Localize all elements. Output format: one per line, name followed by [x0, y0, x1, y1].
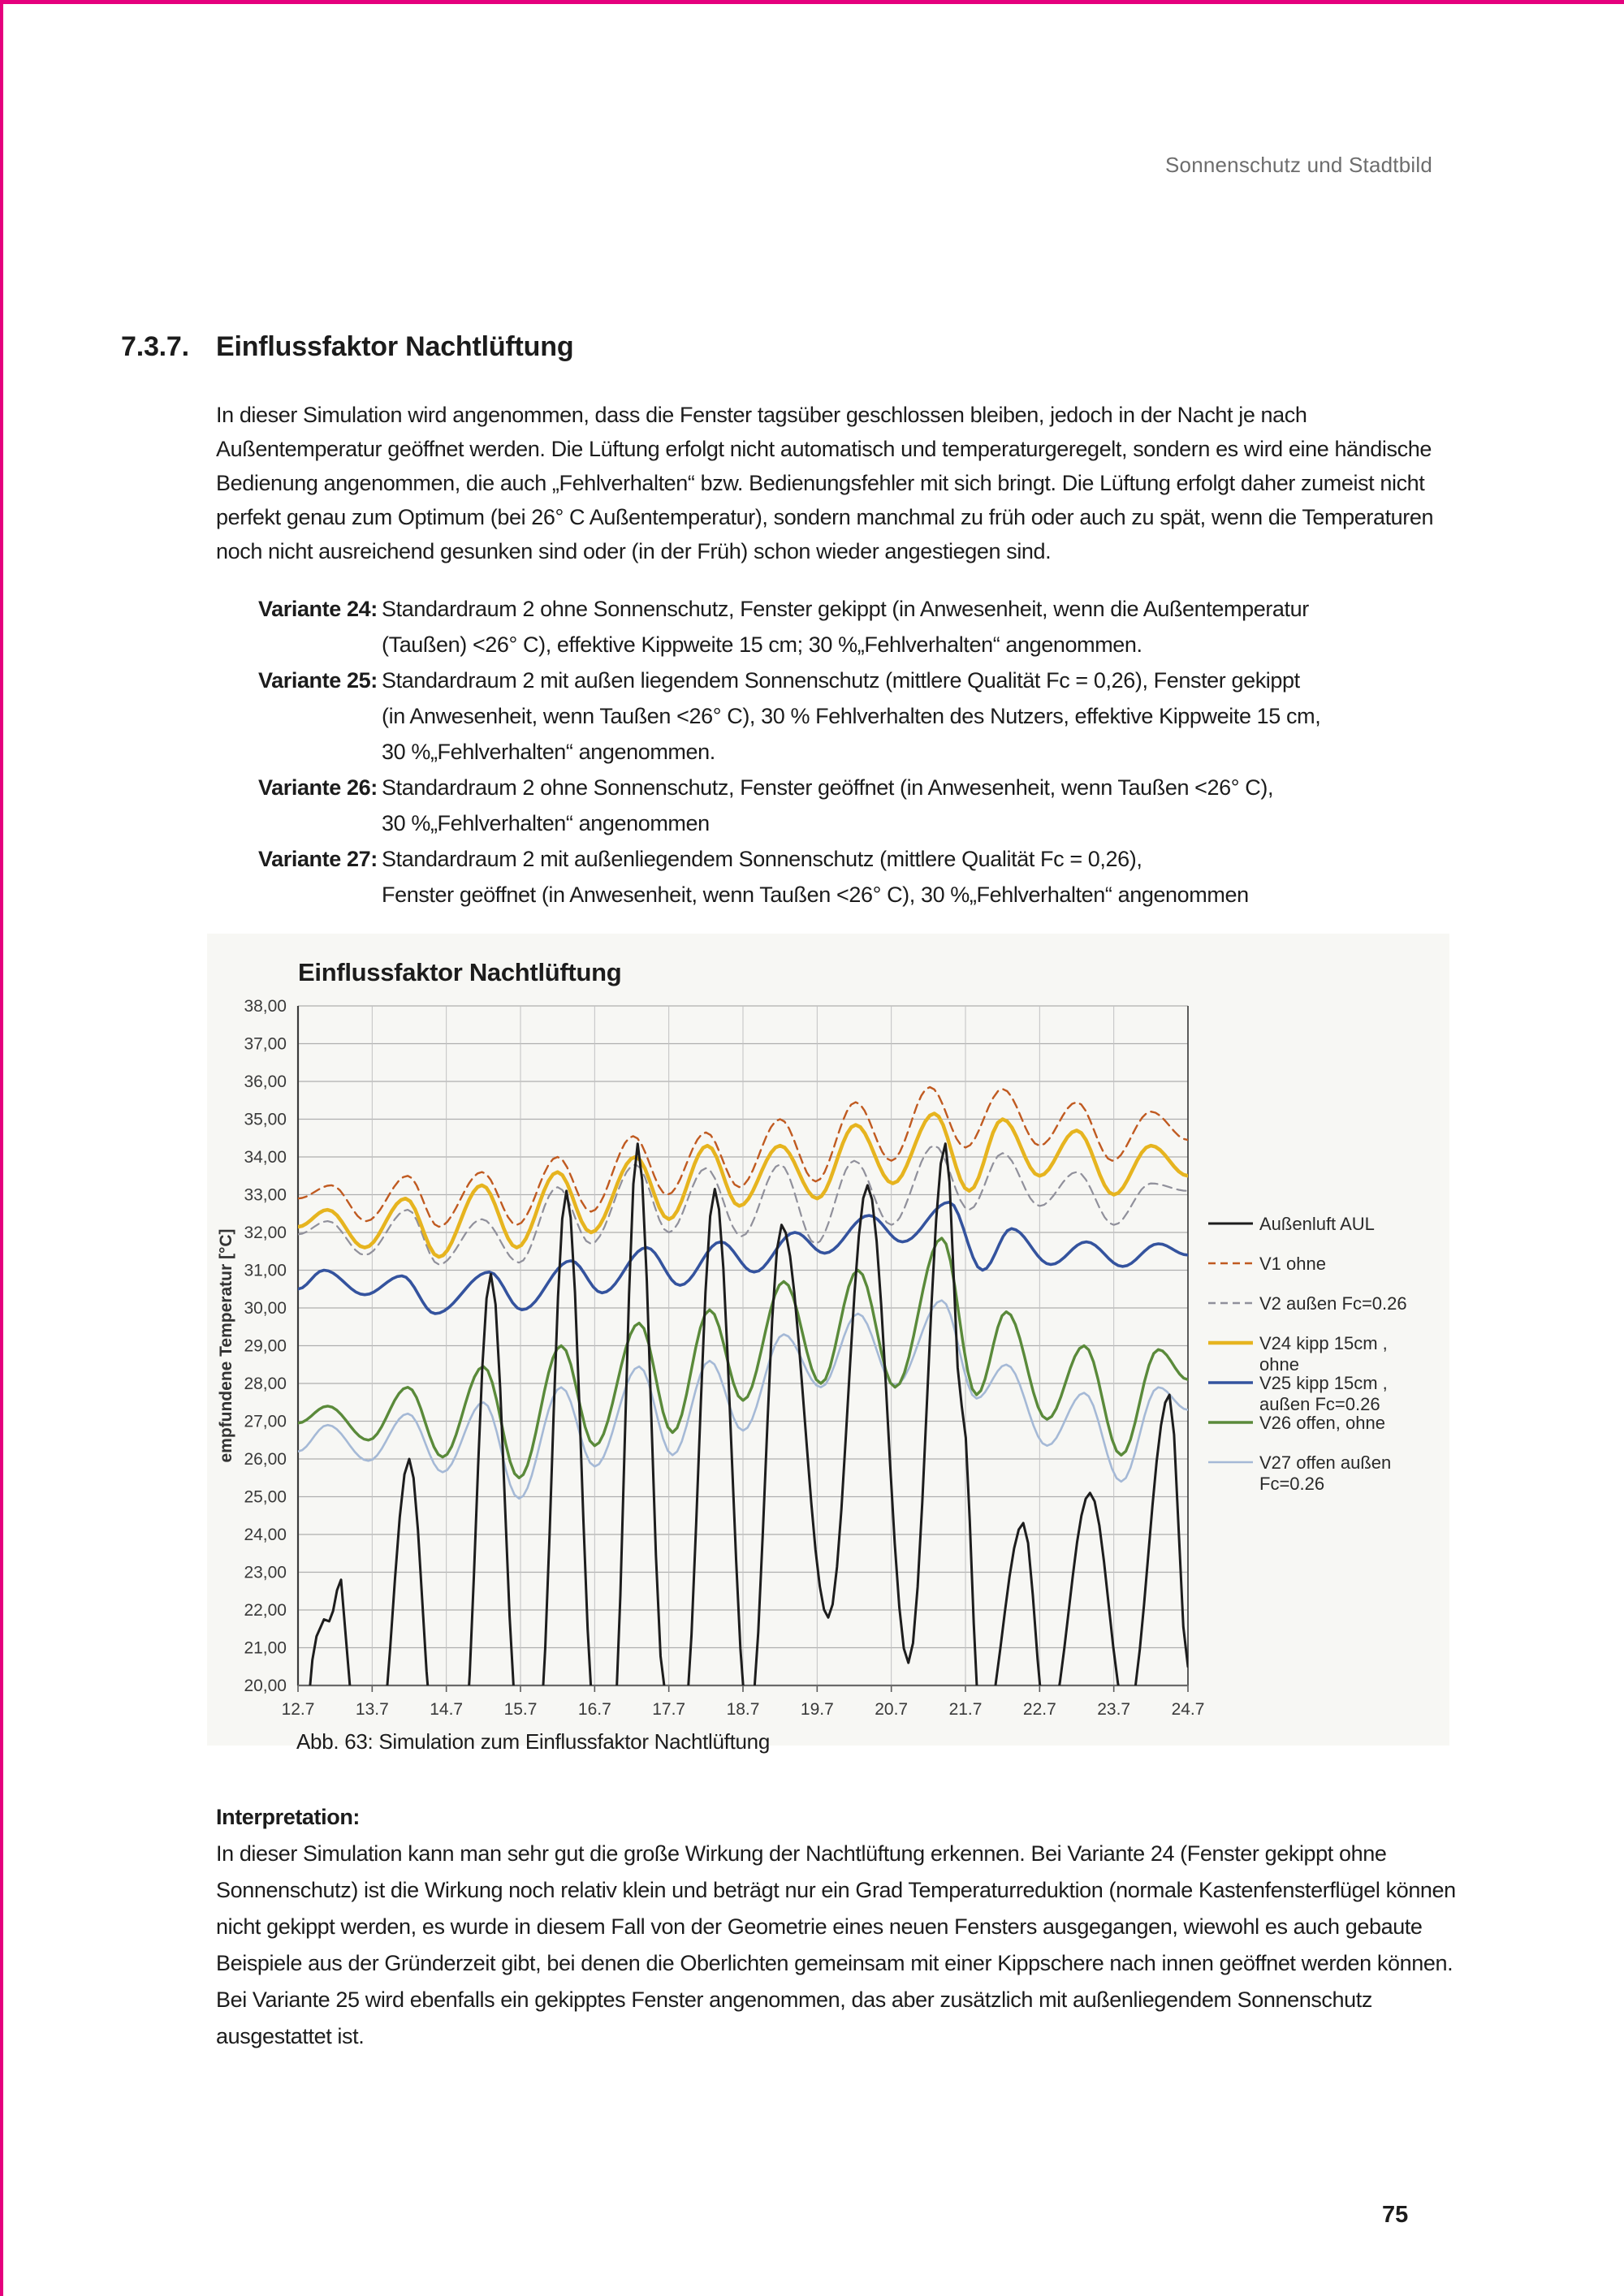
section-title: Einflussfaktor Nachtlüftung [216, 331, 574, 362]
legend-label: Außenluft AUL [1259, 1214, 1375, 1234]
page-number: 75 [1382, 2202, 1409, 2228]
y-tick-label: 37,00 [244, 1035, 287, 1054]
section-heading: 7.3.7. Einflussfaktor Nachtlüftung [121, 331, 574, 363]
running-header: Sonnenschutz und Stadtbild [1165, 153, 1432, 177]
x-tick-label: 24.7 [1172, 1700, 1205, 1719]
variant-label: Variante 26: [258, 775, 378, 800]
variant-label: Variante 27: [258, 847, 378, 871]
variant-label: Variante 24: [258, 597, 378, 621]
y-tick-label: 32,00 [244, 1224, 287, 1242]
y-axis-label: empfundene Temperatur [°C] [217, 1228, 235, 1462]
legend-label: V27 offen außen [1259, 1452, 1391, 1473]
section-number: 7.3.7. [121, 331, 189, 362]
variant-row: Variante 24: Standardraum 2 ohne Sonnensc… [258, 591, 1436, 662]
legend-label: V1 ohne [1259, 1254, 1326, 1274]
y-tick-label: 35,00 [244, 1111, 287, 1129]
series-line-v27 [298, 1299, 1188, 1500]
y-tick-label: 21,00 [244, 1639, 287, 1658]
series-line-v2 [298, 1145, 1188, 1266]
x-tick-label: 14.7 [430, 1700, 463, 1719]
interpretation-block: Interpretation: In dieser Simulation kan… [216, 1799, 1473, 2055]
series-line-v1 [298, 1085, 1188, 1228]
y-tick-label: 30,00 [244, 1299, 287, 1318]
series-line-v24 [298, 1111, 1188, 1259]
y-tick-label: 29,00 [244, 1337, 287, 1356]
variant-label: Variante 25: [258, 668, 378, 693]
chart-title: Einflussfaktor Nachtlüftung [298, 958, 621, 986]
y-tick-label: 31,00 [244, 1262, 287, 1280]
series-group [298, 1085, 1188, 1685]
variant-text: Standardraum 2 mit außen liegendem Sonne… [382, 668, 1321, 764]
x-tick-label: 19.7 [801, 1700, 834, 1719]
legend-label: ohne [1259, 1354, 1299, 1375]
y-tick-label: 20,00 [244, 1677, 287, 1695]
y-tick-label: 36,00 [244, 1072, 287, 1091]
figure-caption: Abb. 63: Simulation zum Einflussfaktor N… [296, 1729, 771, 1754]
variant-row: Variante 27: Standardraum 2 mit außenlieg… [258, 841, 1436, 913]
x-tick-label: 16.7 [578, 1700, 611, 1719]
x-tick-label: 18.7 [727, 1700, 760, 1719]
x-tick-label: 22.7 [1023, 1700, 1056, 1719]
y-tick-label: 34,00 [244, 1148, 287, 1167]
interpretation-heading: Interpretation: [216, 1805, 361, 1829]
variant-text: Standardraum 2 mit außenliegendem Sonnen… [382, 847, 1249, 907]
y-tick-label: 27,00 [244, 1413, 287, 1431]
interpretation-paragraph-2: Bei Variante 25 wird ebenfalls ein gekip… [216, 1987, 1372, 2048]
variant-text: Standardraum 2 ohne Sonnenschutz, Fenste… [382, 775, 1274, 835]
legend-label: Fc=0.26 [1259, 1474, 1324, 1494]
legend-label: V2 außen Fc=0.26 [1259, 1293, 1407, 1314]
legend-label: V24 kipp 15cm , [1259, 1333, 1388, 1353]
variant-list: Variante 24: Standardraum 2 ohne Sonnensc… [258, 591, 1436, 913]
page-border-top [0, 0, 1624, 4]
x-tick-label: 23.7 [1097, 1700, 1130, 1719]
x-tick-label: 15.7 [504, 1700, 538, 1719]
chart: Einflussfaktor Nachtlüftung empfundene Te… [217, 958, 1407, 1719]
legend-label: V26 offen, ohne [1259, 1413, 1385, 1433]
y-tick-label: 38,00 [244, 997, 287, 1016]
series-line-aussenluft [309, 1142, 1188, 1685]
figure-block: Einflussfaktor Nachtlüftung empfundene Te… [207, 934, 1449, 1746]
x-tick-label: 12.7 [282, 1700, 315, 1719]
y-tick-label: 23,00 [244, 1564, 287, 1582]
y-tick-label: 25,00 [244, 1488, 287, 1507]
y-tick-label: 24,00 [244, 1526, 287, 1544]
y-tick-label: 26,00 [244, 1450, 287, 1469]
x-tick-label: 13.7 [356, 1700, 389, 1719]
series-line-v26 [298, 1236, 1188, 1479]
variant-row: Variante 25: Standardraum 2 mit außen lie… [258, 662, 1436, 770]
legend-label: außen Fc=0.26 [1259, 1394, 1380, 1414]
legend-label: V25 kipp 15cm , [1259, 1373, 1388, 1393]
x-tick-label: 21.7 [949, 1700, 983, 1719]
page-border-left [0, 0, 3, 2296]
intro-paragraph: In dieser Simulation wird angenommen, da… [216, 403, 1434, 563]
x-tick-label: 20.7 [875, 1700, 908, 1719]
series-line-v25 [298, 1201, 1188, 1315]
variant-text: Standardraum 2 ohne Sonnenschutz, Fenste… [382, 597, 1309, 657]
y-tick-label: 33,00 [244, 1186, 287, 1205]
x-tick-label: 17.7 [652, 1700, 685, 1719]
interpretation-paragraph-1: In dieser Simulation kann man sehr gut d… [216, 1841, 1456, 1975]
variant-row: Variante 26: Standardraum 2 ohne Sonnensc… [258, 770, 1436, 841]
y-tick-label: 22,00 [244, 1601, 287, 1620]
y-tick-label: 28,00 [244, 1375, 287, 1393]
